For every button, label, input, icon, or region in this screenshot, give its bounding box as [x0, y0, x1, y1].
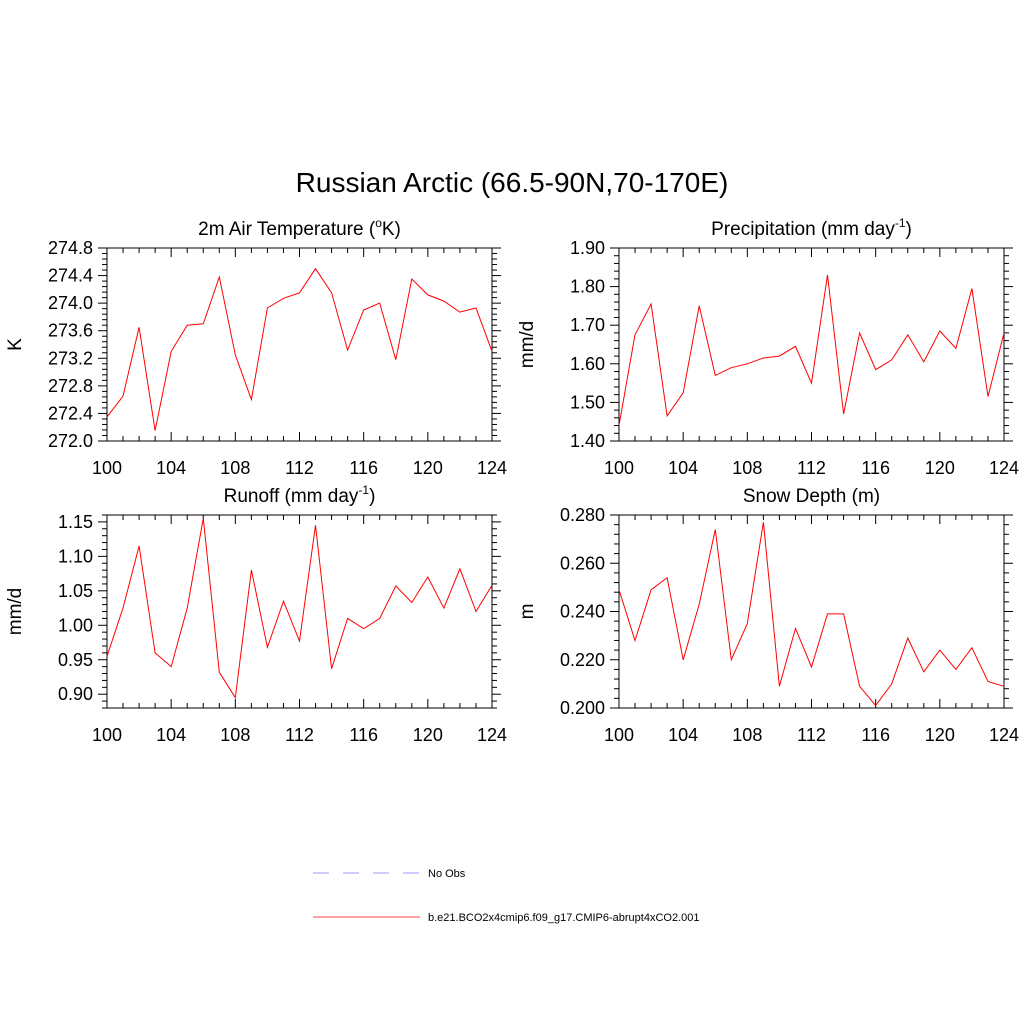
plot-frame — [106, 247, 493, 442]
title-superscript: o — [375, 216, 382, 230]
panel-title: 2m Air Temperature (oK) — [198, 216, 401, 240]
plot-frame — [106, 514, 493, 709]
series-line — [618, 522, 1005, 707]
x-tick-label: 116 — [861, 458, 890, 478]
x-tick-label: 120 — [925, 725, 955, 745]
y-tick-label: 1.70 — [570, 315, 605, 335]
panel-1: 2m Air Temperature (oK) K 100 104 108 112 116 1… — [5, 216, 507, 478]
x-tick-label: 120 — [413, 725, 443, 745]
x-tick-label: 108 — [732, 458, 762, 478]
x-tick-label: 112 — [797, 725, 826, 745]
y-tick-label: 274.8 — [48, 238, 93, 258]
y-axis-label: mm/d — [517, 321, 538, 369]
plot-frame — [618, 514, 1005, 709]
x-tick-label: 104 — [156, 725, 186, 745]
x-tick-label: 104 — [668, 458, 698, 478]
x-tick-label: 124 — [477, 458, 507, 478]
panel-title: Snow Depth (m) — [743, 486, 880, 507]
y-tick-label: 272.4 — [48, 403, 93, 423]
y-tick-label: 1.40 — [570, 431, 605, 451]
panel-2: Precipitation (mm day-1) mm/d 100 104 108 112… — [517, 216, 1019, 478]
y-tick-label: 0.220 — [560, 650, 605, 670]
series-line — [106, 518, 493, 700]
y-tick-label: 1.10 — [58, 546, 93, 566]
panel-4: Snow Depth (m) m 100 104 108 112 116 120 124 0.20… — [517, 486, 1019, 745]
x-tick-label: 112 — [797, 458, 826, 478]
x-tick-label: 112 — [285, 725, 314, 745]
y-tick-label: 1.90 — [570, 238, 605, 258]
x-tick-label: 108 — [732, 725, 762, 745]
series-line — [106, 267, 493, 431]
x-tick-label: 112 — [285, 458, 314, 478]
y-tick-label: 274.0 — [48, 293, 93, 313]
x-tick-label: 124 — [477, 725, 507, 745]
x-tick-label: 108 — [220, 725, 250, 745]
y-tick-label: 1.05 — [58, 581, 93, 601]
y-tick-label: 0.260 — [560, 553, 605, 573]
x-tick-label: 100 — [92, 725, 122, 745]
title-superscript: -1 — [895, 216, 906, 230]
y-tick-label: 1.60 — [570, 354, 605, 374]
x-tick-label: 124 — [989, 725, 1019, 745]
y-tick-label: 0.95 — [58, 650, 93, 670]
y-axis-label: K — [5, 338, 26, 351]
x-tick-label: 116 — [349, 458, 378, 478]
y-tick-label: 1.80 — [570, 277, 605, 297]
figure-title: Russian Arctic (66.5-90N,70-170E) — [296, 167, 729, 198]
y-tick-label: 0.240 — [560, 602, 605, 622]
panel-title: Runoff (mm day-1) — [224, 483, 376, 507]
y-axis-label: mm/d — [5, 588, 26, 636]
y-tick-label: 0.90 — [58, 684, 93, 704]
x-tick-label: 116 — [349, 725, 378, 745]
x-tick-label: 100 — [92, 458, 122, 478]
x-tick-label: 120 — [413, 458, 443, 478]
legend-label-no-obs: No Obs — [428, 868, 466, 880]
series-line — [618, 274, 1005, 426]
panel-3: Runoff (mm day-1) mm/d 100 104 108 112 116 120 1… — [5, 483, 507, 745]
x-tick-label: 124 — [989, 458, 1019, 478]
x-tick-label: 100 — [604, 725, 634, 745]
x-tick-label: 104 — [156, 458, 186, 478]
y-tick-label: 1.15 — [58, 512, 93, 532]
panels: 2m Air Temperature (oK) K 100 104 108 112 116 1… — [5, 216, 1019, 745]
y-tick-label: 272.8 — [48, 376, 93, 396]
y-tick-label: 273.6 — [48, 321, 93, 341]
x-tick-label: 116 — [861, 725, 890, 745]
legend-label-model: b.e21.BCO2x4cmip6.f09_g17.CMIP6-abrupt4x… — [428, 912, 700, 924]
y-axis-label: m — [517, 604, 538, 620]
x-tick-label: 120 — [925, 458, 955, 478]
legend: No Obs b.e21.BCO2x4cmip6.f09_g17.CMIP6-a… — [313, 868, 700, 924]
plot-frame — [618, 247, 1005, 442]
y-tick-label: 1.00 — [58, 615, 93, 635]
y-tick-label: 274.4 — [48, 266, 93, 286]
x-tick-label: 108 — [220, 458, 250, 478]
title-superscript: -1 — [358, 483, 369, 497]
panel-title: Precipitation (mm day-1) — [711, 216, 912, 240]
y-tick-label: 273.2 — [48, 348, 93, 368]
y-tick-label: 0.280 — [560, 505, 605, 525]
x-tick-label: 100 — [604, 458, 634, 478]
y-tick-label: 0.200 — [560, 698, 605, 718]
y-tick-label: 272.0 — [48, 431, 93, 451]
x-tick-label: 104 — [668, 725, 698, 745]
y-tick-label: 1.50 — [570, 392, 605, 412]
